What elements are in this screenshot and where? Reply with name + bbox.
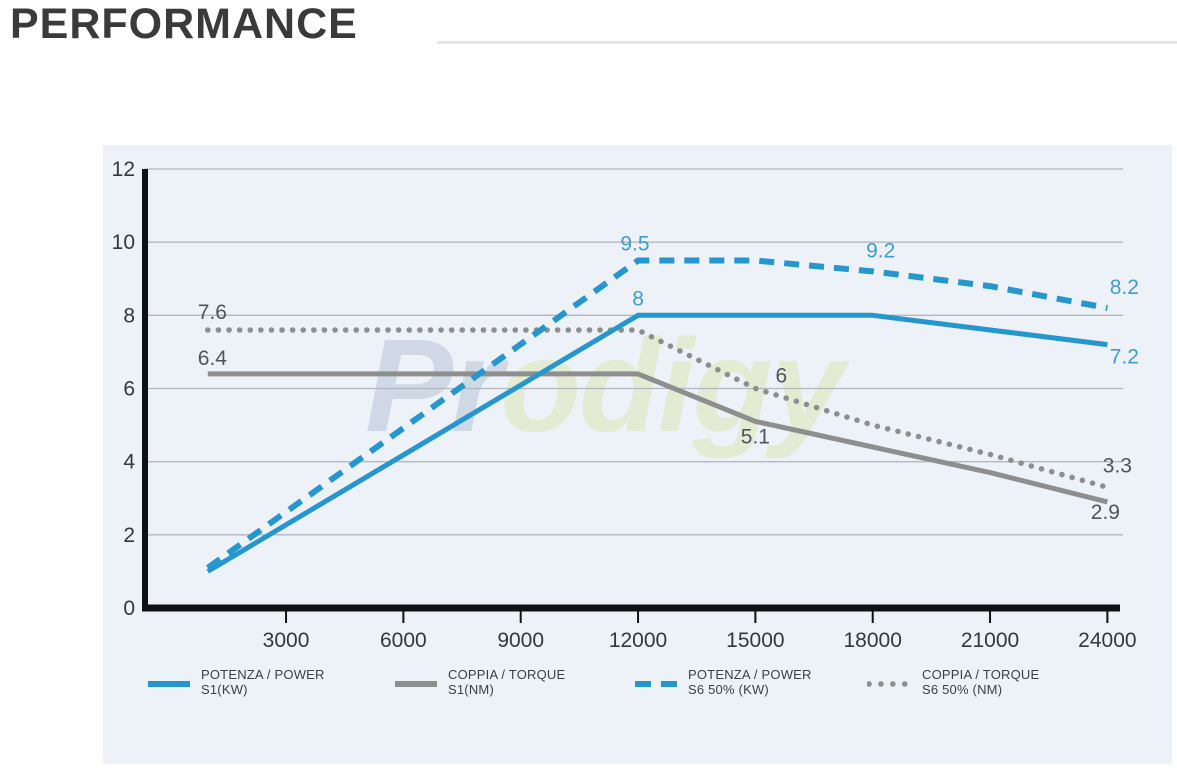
y-tick-label: 6 — [123, 378, 135, 401]
page-title: PERFORMANCE — [10, 0, 358, 48]
y-tick-label: 8 — [123, 304, 135, 327]
series-line-3 — [205, 327, 1111, 491]
legend-label-power-s1: POTENZA / POWER S1(KW) — [201, 667, 325, 698]
legend-label-line1: COPPIA / TORQUE — [922, 667, 1040, 682]
data-label-5.1: 5.1 — [741, 425, 770, 448]
legend-label-torque-s6: COPPIA / TORQUE S6 50% (NM) — [922, 667, 1039, 698]
data-label-7.2: 7.2 — [1110, 346, 1139, 369]
data-label-8.2: 8.2 — [1110, 276, 1139, 299]
series-line-1 — [207, 371, 1109, 505]
x-tick-label: 18000 — [844, 629, 902, 652]
legend-item-power-s1: POTENZA / POWER S1(KW) — [146, 667, 325, 698]
y-tick-label: 4 — [123, 451, 135, 474]
legend-label-line2: S1(NM) — [448, 682, 494, 698]
y-tick-label: 2 — [123, 524, 135, 547]
x-tick-label: 6000 — [380, 629, 427, 652]
legend-item-power-s6: POTENZA / POWER S6 50% (KW) — [633, 667, 812, 698]
y-tick-label: 10 — [112, 231, 135, 254]
legend-item-torque-s1: COPPIA / TORQUE S1(NM) — [393, 667, 565, 698]
legend-label-line2: S6 50% (KW) — [688, 682, 769, 698]
legend-swatch-solid-gray-icon — [393, 677, 439, 689]
x-tick-label: 3000 — [263, 629, 310, 652]
data-label-6.4: 6.4 — [198, 347, 228, 370]
y-tick-label: 12 — [112, 158, 135, 181]
x-tick-label: 24000 — [1078, 629, 1136, 652]
legend-label-power-s6: POTENZA / POWER S6 50% (KW) — [688, 667, 812, 698]
data-label-2.9: 2.9 — [1091, 501, 1120, 524]
series-line-2 — [206, 257, 1108, 571]
legend-label-line2: S1(KW) — [201, 682, 248, 698]
watermark-part1: Pr — [365, 312, 502, 459]
chart-panel: Prodigy 3000 6000 9000 12000 15000 18000 21000… — [103, 145, 1172, 764]
chart-svg: 3000 6000 9000 12000 15000 18000 21000 24000 0 2 4… — [112, 158, 1139, 652]
data-label-3.3: 3.3 — [1103, 454, 1132, 477]
x-tick-label: 21000 — [961, 629, 1019, 652]
y-tick-label: 0 — [123, 597, 135, 620]
x-tick-label: 12000 — [609, 629, 667, 652]
title-divider — [437, 41, 1177, 44]
data-label-8: 8 — [632, 287, 644, 310]
legend-label-line1: COPPIA / TORQUE — [448, 667, 566, 682]
data-label-6: 6 — [776, 365, 788, 388]
legend-label-torque-s1: COPPIA / TORQUE S1(NM) — [448, 667, 565, 698]
data-label-7.6: 7.6 — [198, 301, 227, 324]
x-tick-label: 9000 — [497, 629, 544, 652]
x-tick-label: 15000 — [726, 629, 784, 652]
legend-label-line1: POTENZA / POWER — [688, 667, 812, 682]
legend-swatch-dashed-blue-icon — [633, 677, 679, 689]
data-label-9.5: 9.5 — [620, 232, 649, 255]
legend-swatch-solid-blue-icon — [146, 677, 192, 689]
legend-swatch-dotted-gray-icon — [866, 677, 914, 689]
series-line-0 — [206, 312, 1108, 574]
legend-item-torque-s6: COPPIA / TORQUE S6 50% (NM) — [866, 667, 1039, 698]
legend-label-line2: S6 50% (NM) — [922, 682, 1003, 698]
chart-legend: POTENZA / POWER S1(KW) COPPIA / TORQUE S… — [103, 145, 1172, 764]
data-label-9.2: 9.2 — [866, 239, 895, 262]
legend-label-line1: POTENZA / POWER — [201, 667, 325, 682]
